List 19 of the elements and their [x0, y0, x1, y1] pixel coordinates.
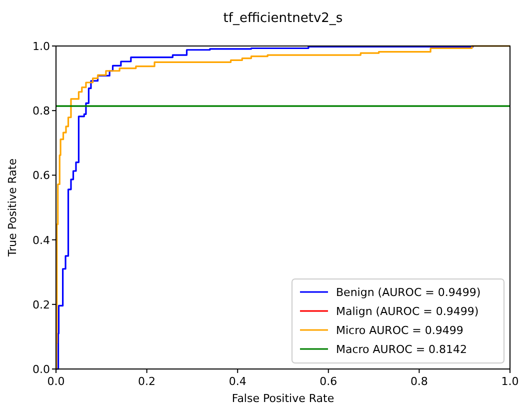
y-tick-label: 0.2 — [32, 298, 50, 312]
x-tick-label: 0.4 — [228, 375, 246, 388]
legend-label: Micro AUROC = 0.9499 — [336, 324, 464, 337]
x-tick-label: 0.0 — [47, 375, 65, 388]
legend-label: Malign (AUROC = 0.9499) — [336, 305, 479, 318]
x-tick-label: 0.8 — [410, 375, 428, 388]
x-tick-label: 0.6 — [320, 375, 338, 388]
y-tick-label: 1.0 — [32, 40, 50, 53]
chart-title: tf_efficientnetv2_s — [223, 11, 343, 26]
x-axis-title: False Positive Rate — [232, 392, 334, 405]
y-tick-label: 0.6 — [32, 169, 50, 182]
y-tick-label: 0.4 — [32, 234, 50, 247]
legend-label: Benign (AUROC = 0.9499) — [336, 286, 481, 299]
y-tick-label: 0.8 — [32, 104, 50, 118]
x-tick-label: 1.0 — [501, 375, 519, 388]
y-tick-label: 0.0 — [32, 363, 50, 376]
y-axis-title: True Positive Rate — [6, 158, 19, 258]
x-tick-label: 0.2 — [138, 375, 156, 388]
legend-label: Macro AUROC = 0.8142 — [336, 343, 468, 356]
